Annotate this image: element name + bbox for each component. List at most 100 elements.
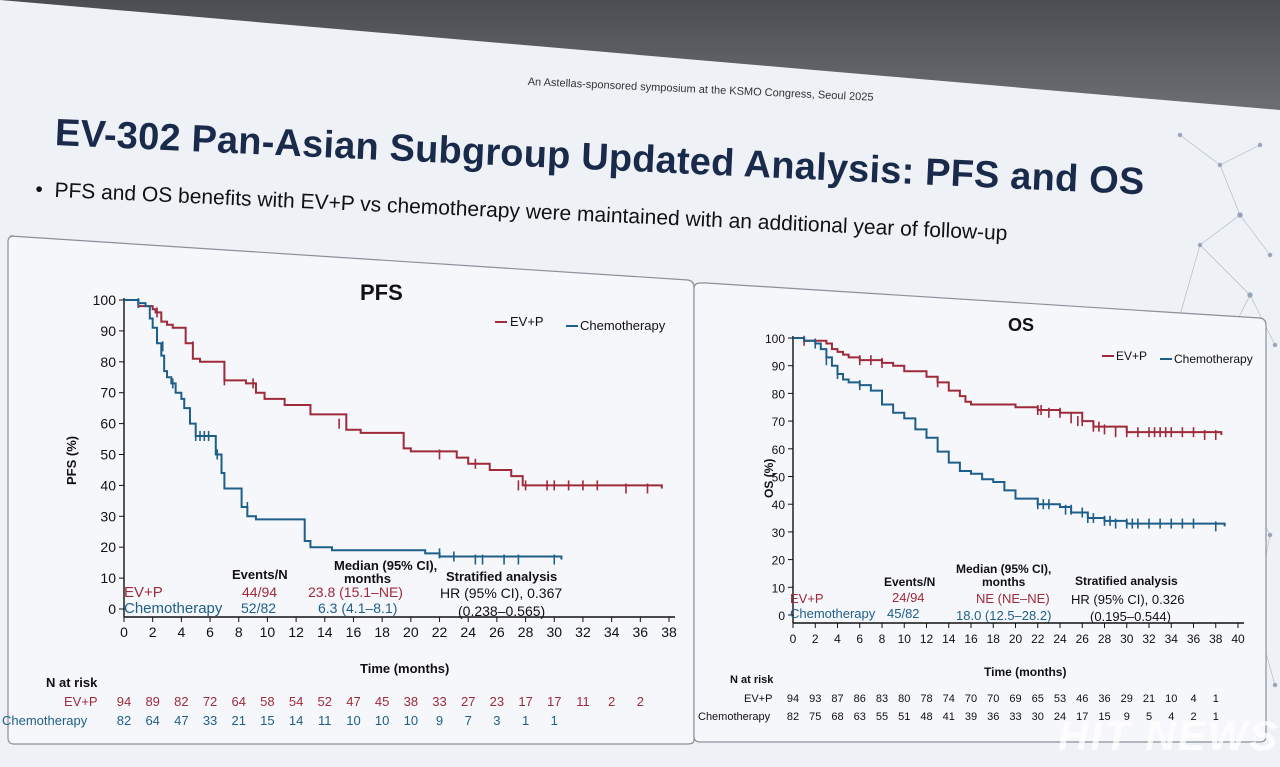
os-ytick-label: 70: [772, 415, 786, 429]
os-xtick-label: 0: [790, 632, 797, 646]
os-risk-value: 80: [898, 693, 910, 705]
pfs-panel-border: [7, 235, 695, 745]
pfs-hr: HR (95% CI), 0.367: [440, 585, 562, 601]
pfs-row-chemo-label: Chemotherapy: [124, 600, 223, 617]
os-risk-value: 36: [987, 711, 999, 723]
pfs-xtick-label: 0: [120, 624, 128, 640]
pfs-xtick-label: 16: [346, 624, 362, 640]
pfs-risk-value: 52: [318, 694, 332, 709]
os-ytick-label: 60: [772, 443, 786, 457]
pfs-ytick-label: 70: [100, 385, 116, 401]
pfs-xtick-label: 30: [546, 624, 562, 640]
pfs-risk-value: 58: [260, 694, 274, 709]
pfs-risk-value: 2: [637, 694, 644, 709]
os-risk-value: 21: [1143, 693, 1155, 705]
os-xtick-label: 26: [1076, 632, 1090, 646]
pfs-ytick-label: 40: [100, 477, 116, 493]
os-risk-value: 55: [876, 711, 888, 723]
pfs-risk-value: 11: [318, 713, 332, 728]
pfs-xtick-label: 24: [460, 624, 476, 640]
pfs-risk-chemo-label: Chemotherapy: [2, 713, 88, 728]
pfs-ytick-label: 10: [100, 570, 116, 586]
pfs-ylabel: PFS (%): [64, 436, 79, 485]
os-risk-header: N at risk: [730, 674, 774, 686]
pfs-risk-value: 17: [518, 694, 532, 709]
os-risk-value: 39: [965, 711, 977, 723]
pfs-risk-value: 64: [232, 694, 246, 709]
pfs-summary-table: Events/N Median (95% CI), months Stratif…: [124, 558, 562, 619]
pfs-xtick-label: 20: [403, 624, 419, 640]
os-col-median: Median (95% CI),: [956, 562, 1051, 576]
os-xtick-label: 24: [1053, 632, 1067, 646]
pfs-xtick-label: 26: [489, 624, 505, 640]
pfs-risk-value: 94: [117, 694, 131, 709]
os-xtick-label: 20: [1009, 632, 1023, 646]
pfs-xtick-label: 10: [260, 624, 276, 640]
os-risk-value: 36: [1098, 693, 1110, 705]
pfs-risk-value: 15: [260, 713, 274, 728]
pfs-risk-value: 47: [174, 713, 188, 728]
os-risk-value: 82: [787, 711, 799, 723]
os-risk-value: 87: [831, 693, 843, 705]
os-risk-value: 68: [831, 711, 843, 723]
os-risk-value: 33: [1009, 711, 1021, 723]
pfs-risk-value: 11: [576, 694, 590, 709]
pfs-risk-value: 64: [145, 713, 159, 728]
pfs-ytick-label: 0: [108, 601, 116, 617]
os-risk-chemo-label: Chemotherapy: [698, 711, 771, 723]
os-risk-value: 48: [920, 711, 932, 723]
pfs-risk-header: N at risk: [46, 675, 98, 690]
os-xtick-label: 2: [812, 632, 819, 646]
pfs-risk-value: 45: [375, 694, 389, 709]
os-risk-value: 46: [1076, 693, 1088, 705]
os-xtick-label: 18: [987, 632, 1001, 646]
os-risk-value: 75: [809, 711, 821, 723]
os-col-median2: months: [982, 575, 1026, 589]
os-summary-table: Events/N Median (95% CI), months Stratif…: [790, 562, 1184, 624]
os-ytick-label: 30: [772, 526, 786, 540]
pfs-row-evp-label: EV+P: [124, 584, 163, 601]
os-xtick-label: 14: [942, 632, 956, 646]
pfs-xtick-label: 36: [633, 624, 649, 640]
pfs-risk-value: 2: [608, 694, 615, 709]
os-ylabel: OS (%): [762, 459, 776, 498]
pfs-risk-value: 10: [375, 713, 389, 728]
pfs-risk-value: 54: [289, 694, 303, 709]
os-risk-value: 70: [965, 693, 977, 705]
watermark-text: HIT NEWS: [1058, 712, 1280, 759]
os-xtick-label: 28: [1098, 632, 1112, 646]
os-xtick-label: 16: [964, 632, 978, 646]
pfs-chart-title: PFS: [360, 280, 403, 305]
pfs-risk-value: 10: [346, 713, 360, 728]
pfs-risk-value: 82: [117, 713, 131, 728]
os-series-evp-line: [793, 337, 1223, 435]
os-risk-value: 78: [920, 693, 932, 705]
pfs-risk-value: 33: [432, 694, 446, 709]
os-risk-value: 86: [854, 693, 866, 705]
pfs-xtick-label: 34: [604, 624, 620, 640]
pfs-xlabel: Time (months): [360, 661, 449, 676]
os-xlabel: Time (months): [984, 665, 1066, 679]
os-row-evp-events: 24/94: [892, 590, 925, 605]
pfs-risk-value: 27: [461, 694, 475, 709]
pfs-col-events: Events/N: [232, 567, 288, 582]
os-ytick-label: 100: [765, 332, 785, 346]
os-row-evp-label: EV+P: [790, 591, 824, 606]
pfs-risk-value: 7: [465, 713, 472, 728]
pfs-risk-value: 9: [436, 713, 443, 728]
pfs-ytick-label: 20: [100, 539, 116, 555]
pfs-risk-value: 23: [490, 694, 504, 709]
pfs-risk-value: 38: [404, 694, 418, 709]
os-xtick-label: 6: [856, 632, 863, 646]
os-risk-value: 83: [876, 693, 888, 705]
os-risk-value: 41: [943, 711, 955, 723]
pfs-xtick-label: 18: [374, 624, 390, 640]
pfs-legend-chemo: Chemotherapy: [580, 318, 666, 333]
pfs-ytick-label: 30: [100, 508, 116, 524]
bullet-glyph: •: [34, 178, 44, 202]
